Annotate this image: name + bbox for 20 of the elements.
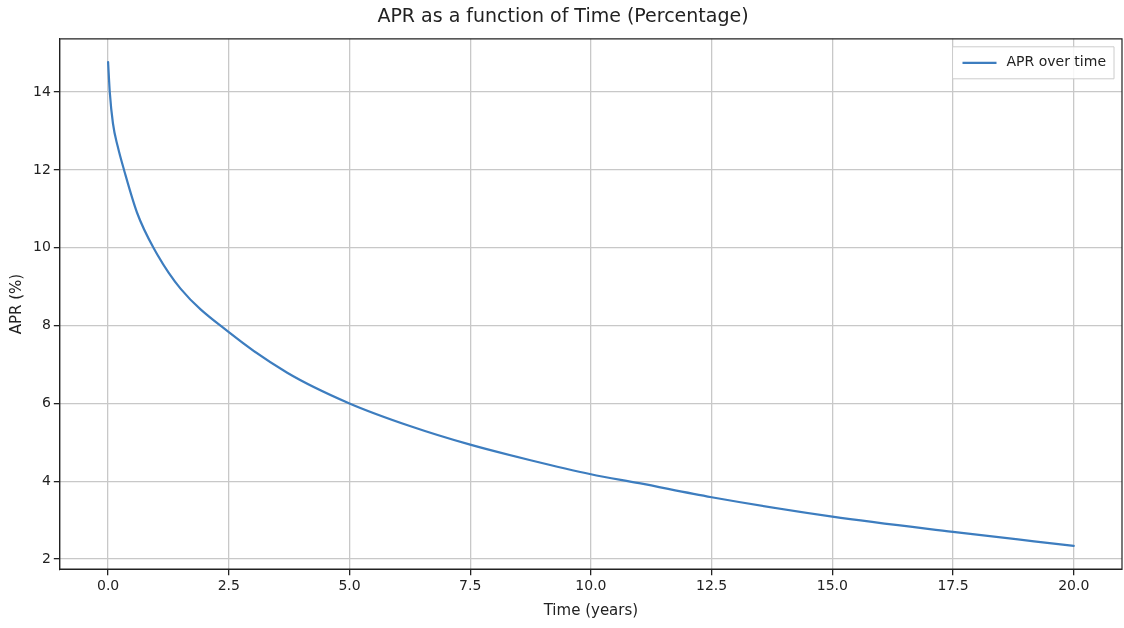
y-tick-label: 2	[41, 549, 51, 566]
x-tick-label: 7.5	[459, 577, 482, 594]
x-tick-label: 12.5	[696, 577, 728, 594]
y-tick-label: 14	[32, 82, 51, 99]
x-tick-label: 15.0	[816, 577, 848, 594]
x-tick-label: 20.0	[1058, 577, 1090, 594]
y-tick-label: 6	[41, 394, 51, 411]
y-tick-label: 4	[41, 471, 51, 488]
x-tick-label: 5.0	[338, 577, 361, 594]
y-tick-label: 12	[32, 160, 51, 177]
x-axis-title: Time (years)	[542, 600, 639, 619]
x-tick-label: 2.5	[217, 577, 240, 594]
legend-label: APR over time	[1006, 53, 1106, 70]
y-tick-label: 8	[41, 316, 51, 333]
y-tick-label: 10	[32, 238, 51, 255]
y-axis-title: APR (%)	[6, 273, 25, 335]
chart-title: APR as a function of Time (Percentage)	[377, 4, 749, 27]
x-tick-label: 10.0	[575, 577, 607, 594]
x-tick-label: 0.0	[96, 577, 120, 594]
x-tick-label: 17.5	[937, 577, 969, 594]
